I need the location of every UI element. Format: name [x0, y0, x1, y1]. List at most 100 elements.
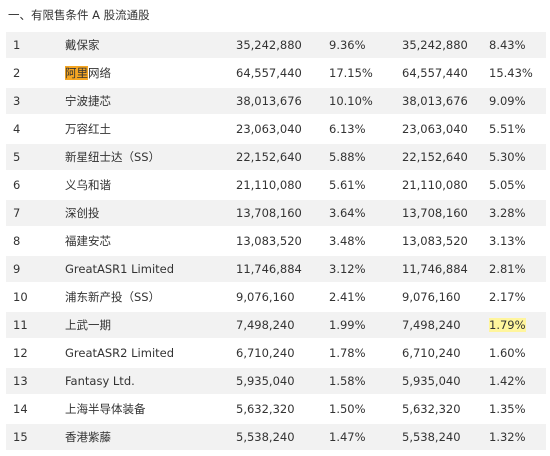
percent-before: 17.15%	[329, 60, 402, 86]
shares-after: 7,498,240	[402, 312, 489, 338]
shareholder-name: 新星纽士达（SS）	[63, 144, 236, 170]
percent-after: 2.17%	[489, 284, 546, 310]
row-index: 13	[6, 368, 63, 394]
table-row: 15 香港紫藤 5,538,240 1.47% 5,538,240 1.32%	[6, 424, 546, 450]
shareholder-name: 福建安芯	[63, 228, 236, 254]
table-row: 8 福建安芯 13,083,520 3.48% 13,083,520 3.13%	[6, 228, 546, 254]
percent-after: 1.32%	[489, 424, 546, 450]
shareholder-table: 1 戴保家 35,242,880 9.36% 35,242,880 8.43% …	[6, 30, 546, 452]
percent-before: 1.50%	[329, 396, 402, 422]
shares-after: 5,935,040	[402, 368, 489, 394]
row-index: 10	[6, 284, 63, 310]
percent-before: 3.48%	[329, 228, 402, 254]
percent-before: 9.36%	[329, 32, 402, 58]
shares-after: 13,708,160	[402, 200, 489, 226]
shareholder-name: 万容红土	[63, 116, 236, 142]
row-index: 8	[6, 228, 63, 254]
shares-before: 64,557,440	[236, 60, 329, 86]
table-row: 2 阿里网络 64,557,440 17.15% 64,557,440 15.4…	[6, 60, 546, 86]
percent-after: 3.28%	[489, 200, 546, 226]
table-row: 9 GreatASR1 Limited 11,746,884 3.12% 11,…	[6, 256, 546, 282]
shares-before: 5,935,040	[236, 368, 329, 394]
shareholder-name: 义乌和谐	[63, 172, 236, 198]
percent-before: 3.12%	[329, 256, 402, 282]
percent-after: 9.09%	[489, 88, 546, 114]
shares-before: 7,498,240	[236, 312, 329, 338]
row-index: 4	[6, 116, 63, 142]
row-index: 1	[6, 32, 63, 58]
row-index: 5	[6, 144, 63, 170]
shares-before: 23,063,040	[236, 116, 329, 142]
table-row: 3 宁波捷芯 38,013,676 10.10% 38,013,676 9.09…	[6, 88, 546, 114]
shares-after: 21,110,080	[402, 172, 489, 198]
row-index: 14	[6, 396, 63, 422]
percent-after: 1.42%	[489, 368, 546, 394]
shareholder-name: GreatASR2 Limited	[63, 340, 236, 366]
row-index: 11	[6, 312, 63, 338]
shareholder-name: 上武一期	[63, 312, 236, 338]
shares-after: 11,746,884	[402, 256, 489, 282]
shares-before: 5,538,240	[236, 424, 329, 450]
percent-after: 1.79%	[489, 312, 546, 338]
table-row: 12 GreatASR2 Limited 6,710,240 1.78% 6,7…	[6, 340, 546, 366]
percent-before: 5.61%	[329, 172, 402, 198]
shares-before: 22,152,640	[236, 144, 329, 170]
percent-after: 5.05%	[489, 172, 546, 198]
shareholder-name: 深创投	[63, 200, 236, 226]
shareholder-name: GreatASR1 Limited	[63, 256, 236, 282]
percent-before: 5.88%	[329, 144, 402, 170]
shareholder-name-rest: 网络	[88, 66, 111, 80]
percent-before: 1.47%	[329, 424, 402, 450]
percent-before: 1.78%	[329, 340, 402, 366]
percent-after: 5.51%	[489, 116, 546, 142]
table-row: 13 Fantasy Ltd. 5,935,040 1.58% 5,935,04…	[6, 368, 546, 394]
percent-after: 15.43%	[489, 60, 546, 86]
shares-after: 5,538,240	[402, 424, 489, 450]
shareholder-name: 香港紫藤	[63, 424, 236, 450]
percent-after: 1.35%	[489, 396, 546, 422]
shareholder-name: Fantasy Ltd.	[63, 368, 236, 394]
shares-before: 35,242,880	[236, 32, 329, 58]
table-row: 11 上武一期 7,498,240 1.99% 7,498,240 1.79%	[6, 312, 546, 338]
shares-after: 23,063,040	[402, 116, 489, 142]
row-index: 3	[6, 88, 63, 114]
shares-before: 9,076,160	[236, 284, 329, 310]
shareholder-name: 阿里网络	[63, 60, 236, 86]
shares-after: 5,632,320	[402, 396, 489, 422]
percent-after: 2.81%	[489, 256, 546, 282]
percent-before: 6.13%	[329, 116, 402, 142]
percent-before: 3.64%	[329, 200, 402, 226]
table-row: 4 万容红土 23,063,040 6.13% 23,063,040 5.51%	[6, 116, 546, 142]
shareholder-name: 宁波捷芯	[63, 88, 236, 114]
shares-after: 35,242,880	[402, 32, 489, 58]
percent-before: 1.58%	[329, 368, 402, 394]
table-row: 7 深创投 13,708,160 3.64% 13,708,160 3.28%	[6, 200, 546, 226]
shares-before: 13,083,520	[236, 228, 329, 254]
percent-after: 8.43%	[489, 32, 546, 58]
shares-after: 22,152,640	[402, 144, 489, 170]
row-index: 6	[6, 172, 63, 198]
row-index: 7	[6, 200, 63, 226]
shares-before: 11,746,884	[236, 256, 329, 282]
shares-after: 6,710,240	[402, 340, 489, 366]
shares-before: 38,013,676	[236, 88, 329, 114]
shares-after: 38,013,676	[402, 88, 489, 114]
row-index: 12	[6, 340, 63, 366]
row-index: 15	[6, 424, 63, 450]
percent-before: 10.10%	[329, 88, 402, 114]
shares-before: 21,110,080	[236, 172, 329, 198]
shareholder-name: 浦东新产投（SS）	[63, 284, 236, 310]
section-heading: 一、有限售条件 A 股流通股	[8, 8, 150, 22]
shareholder-name: 上海半导体装备	[63, 396, 236, 422]
shares-before: 13,708,160	[236, 200, 329, 226]
shares-before: 6,710,240	[236, 340, 329, 366]
percent-before: 1.99%	[329, 312, 402, 338]
shares-before: 5,632,320	[236, 396, 329, 422]
row-index: 9	[6, 256, 63, 282]
highlighted-text: 阿里	[65, 66, 88, 80]
table-row: 6 义乌和谐 21,110,080 5.61% 21,110,080 5.05%	[6, 172, 546, 198]
percent-after: 1.60%	[489, 340, 546, 366]
shares-after: 13,083,520	[402, 228, 489, 254]
percent-after: 5.30%	[489, 144, 546, 170]
